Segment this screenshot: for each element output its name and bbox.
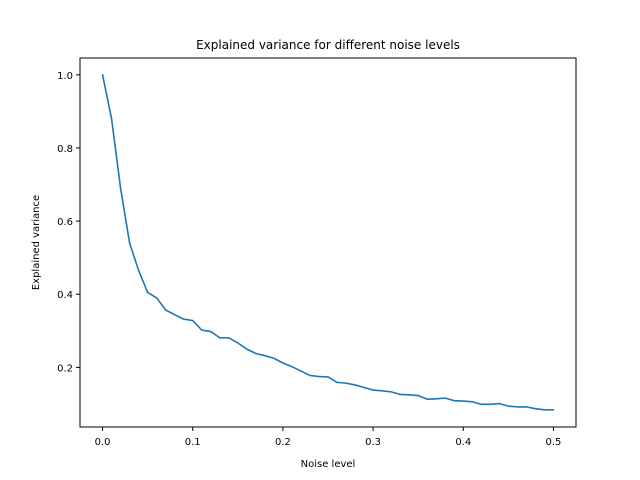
data-point: [318, 375, 320, 378]
data-point: [390, 391, 392, 393]
plot-frame: [79, 57, 577, 428]
x-tick-label: 0.1: [185, 437, 201, 448]
data-point: [345, 382, 347, 384]
x-tick-label: 0.5: [546, 437, 562, 448]
data-point: [498, 402, 500, 405]
data-point: [471, 401, 473, 403]
data-point: [381, 390, 383, 392]
data-point: [255, 352, 257, 355]
y-axis-title: Explained variance: [31, 195, 42, 290]
data-point: [525, 406, 528, 408]
data-point: [543, 409, 546, 411]
data-point: [507, 405, 509, 407]
x-tick-label: 0.0: [95, 437, 111, 448]
data-point: [156, 297, 158, 299]
data-point: [435, 398, 437, 400]
data-point: [138, 269, 140, 272]
y-tick-label: 0.4: [57, 290, 73, 301]
data-point: [336, 381, 338, 383]
data-point: [174, 314, 176, 316]
data-point: [119, 187, 122, 189]
data-point: [363, 386, 365, 389]
chart-title: Explained variance for different noise l…: [196, 38, 460, 52]
data-point: [291, 366, 293, 368]
data-point: [309, 374, 311, 377]
data-point: [300, 370, 302, 372]
data-point: [480, 403, 482, 405]
data-point: [237, 342, 239, 344]
data-point: [408, 394, 410, 396]
data-point: [399, 393, 401, 396]
data-point: [219, 337, 221, 339]
data-point: [372, 389, 374, 391]
y-tick-label: 0.6: [57, 217, 73, 228]
data-point: [165, 309, 167, 311]
y-tick-label: 0.8: [57, 144, 73, 155]
data-point: [354, 384, 356, 386]
data-point: [282, 362, 284, 364]
series-layer: [101, 74, 555, 411]
x-tick-label: 0.2: [275, 437, 291, 448]
data-point: [273, 357, 275, 359]
data-point: [489, 403, 491, 405]
data-point: [228, 337, 230, 339]
data-point: [453, 400, 455, 402]
y-axis-ticks: 0.2 0.4 0.6 0.8 1.0: [57, 71, 80, 374]
data-point: [192, 319, 194, 322]
data-point: [246, 348, 248, 350]
x-tick-label: 0.4: [455, 437, 471, 448]
data-point: [110, 118, 113, 120]
data-point: [101, 74, 104, 76]
data-point: [201, 329, 203, 331]
series-line: [101, 74, 555, 411]
data-point: [327, 376, 329, 378]
data-point: [147, 291, 149, 294]
data-point: [516, 406, 518, 408]
data-point: [417, 394, 419, 397]
y-tick-label: 1.0: [57, 71, 73, 82]
data-point: [534, 408, 537, 410]
data-point: [426, 398, 428, 400]
x-axis-title: Noise level: [301, 459, 356, 470]
data-point: [552, 409, 555, 411]
data-point: [210, 330, 212, 333]
data-point: [264, 355, 266, 357]
x-axis-ticks: 0.0 0.1 0.2 0.3 0.4 0.5: [95, 427, 562, 448]
data-point: [444, 397, 446, 399]
x-tick-label: 0.3: [365, 437, 381, 448]
data-point: [462, 400, 464, 402]
y-tick-label: 0.2: [57, 363, 73, 374]
data-point: [183, 318, 185, 320]
data-point: [129, 242, 131, 244]
